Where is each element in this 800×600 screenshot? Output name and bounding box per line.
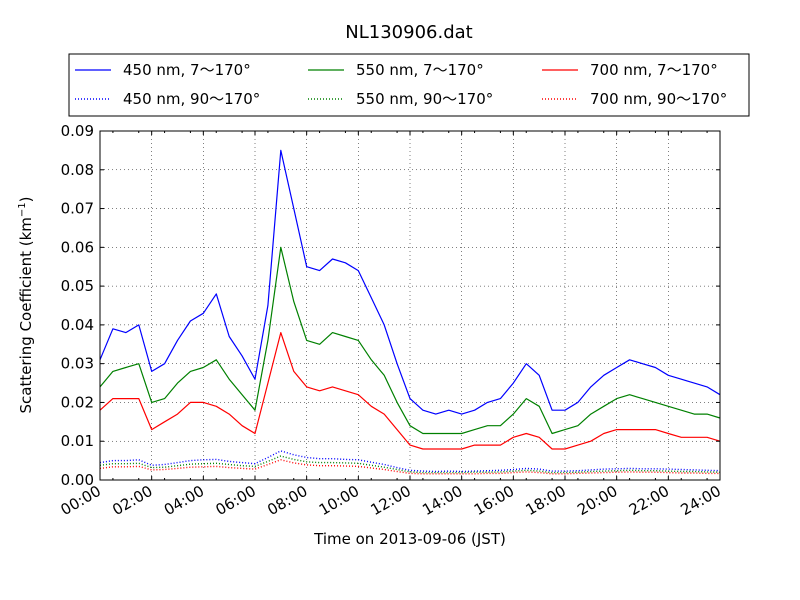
y-axis-label-main: Scattering Coefficient (km [17, 217, 35, 413]
x-tick-label: 04:00 [161, 482, 207, 519]
grid [100, 131, 720, 480]
chart-title: NL130906.dat [345, 22, 472, 43]
y-tick-label: 0.01 [61, 432, 94, 450]
legend-label-1: 550 nm, 7～170° [356, 61, 484, 79]
x-tick-label: 18:00 [523, 482, 569, 519]
x-tick-label: 24:00 [678, 482, 724, 519]
x-tick-label: 20:00 [574, 482, 620, 519]
legend-label-3: 450 nm, 90～170° [123, 90, 260, 108]
x-tick-label: 10:00 [316, 482, 362, 519]
y-tick-label: 0.03 [61, 355, 94, 373]
series-line-2 [99, 332, 721, 450]
x-tick-label: 12:00 [368, 482, 414, 519]
legend-label-5: 700 nm, 90～170° [590, 90, 727, 108]
y-tick-label: 0.04 [61, 316, 94, 334]
x-axis-label: Time on 2013-09-06 (JST) [313, 530, 506, 548]
legend-frame [68, 53, 750, 117]
x-tick-label: 22:00 [626, 482, 672, 519]
x-tick-label: 02:00 [109, 482, 155, 519]
y-tick-label: 0.02 [61, 393, 94, 411]
series-line-0 [99, 149, 721, 415]
series-layer [99, 149, 721, 475]
y-axis-label: Scattering Coefficient (km−1) [17, 196, 35, 413]
x-tick-label: 08:00 [264, 482, 310, 519]
legend-label-2: 700 nm, 7～170° [590, 61, 718, 79]
series-line-3 [99, 450, 721, 473]
ticks: 00:00 02:00 04:00 06:00 08:00 10:00 12:00 14:00… [58, 122, 724, 519]
legend-label-4: 550 nm, 90～170° [356, 90, 493, 108]
x-tick-label: 16:00 [471, 482, 517, 519]
y-axis-label-close: ) [17, 196, 35, 202]
legend-label-0: 450 nm, 7～170° [123, 61, 251, 79]
y-tick-label: 0.08 [61, 161, 94, 179]
y-tick-label: 0.06 [61, 238, 94, 256]
y-tick-label: 0.05 [61, 277, 94, 295]
series-line-1 [99, 246, 721, 435]
series-line-4 [99, 455, 721, 474]
y-tick-label: 0.07 [61, 200, 94, 218]
y-axis-label-exponent: −1 [17, 202, 28, 217]
y-tick-label: 0.00 [61, 471, 94, 489]
y-tick-label: 0.09 [61, 122, 94, 140]
x-tick-label: 14:00 [419, 482, 465, 519]
x-tick-label: 06:00 [213, 482, 259, 519]
legend: 450 nm, 7～170° 550 nm, 7～170° 700 nm, 7～17… [68, 53, 750, 117]
